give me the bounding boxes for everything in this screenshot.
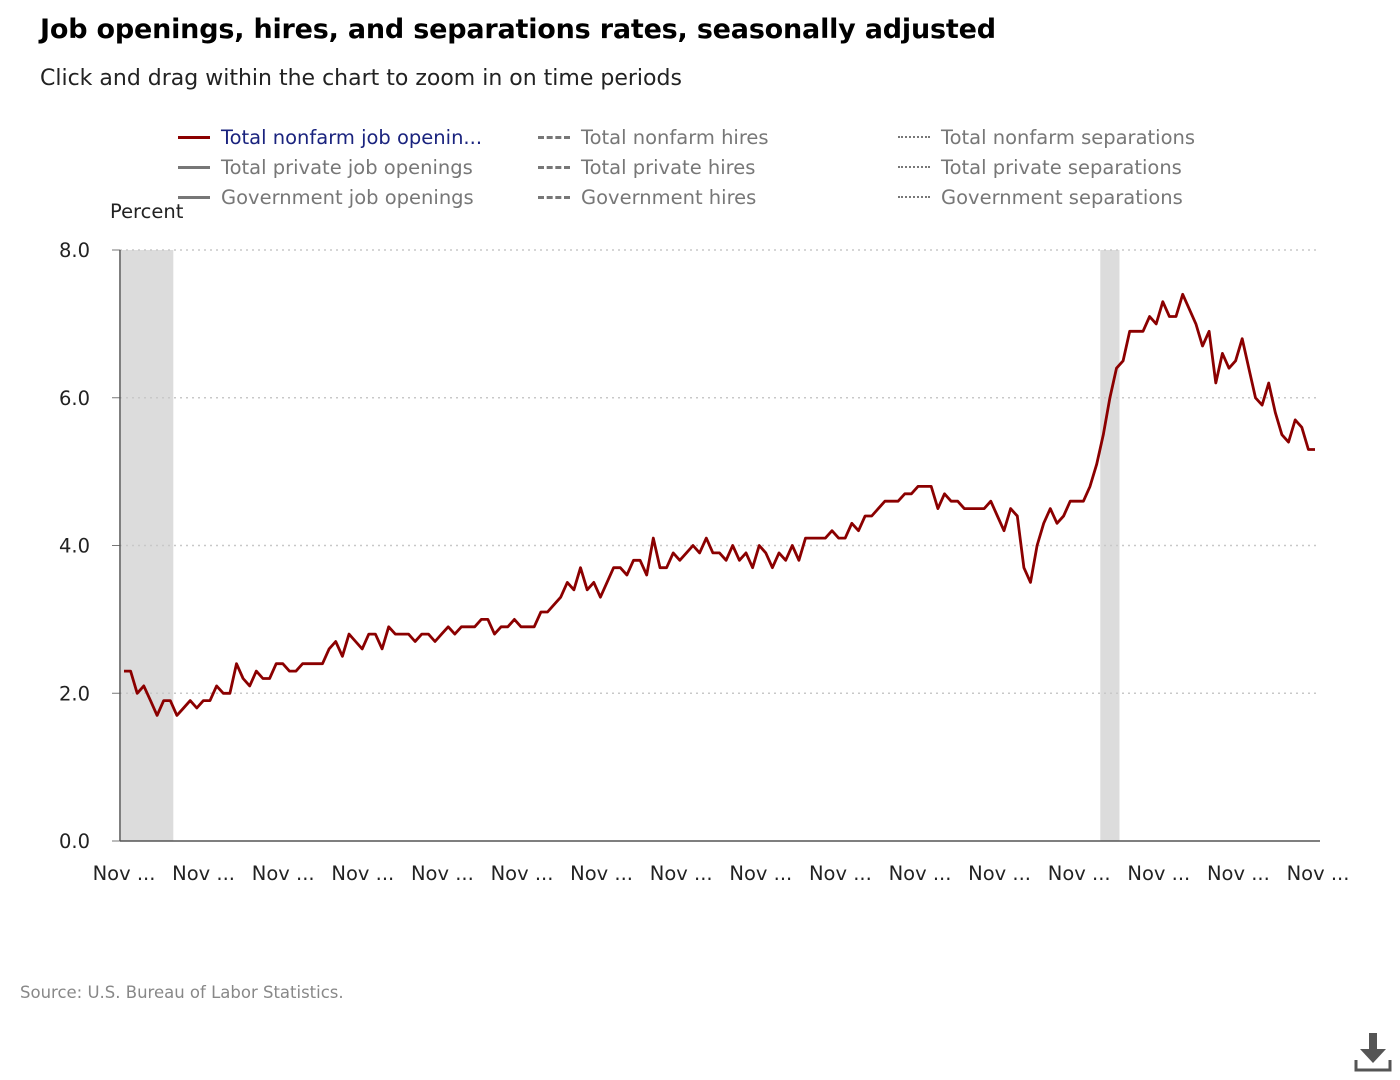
y-tick-label: 0.0: [59, 830, 90, 853]
legend-item[interactable]: Total nonfarm job openin...: [178, 122, 482, 152]
x-tick-label: Nov ...: [650, 862, 713, 885]
y-tick-label: 8.0: [59, 239, 90, 262]
x-tick-label: Nov ...: [729, 862, 792, 885]
x-tick-label: Nov ...: [809, 862, 872, 885]
x-tick-label: Nov ...: [1207, 862, 1270, 885]
legend-swatch: [538, 135, 570, 139]
x-tick-label: Nov ...: [889, 862, 952, 885]
source-note: Source: U.S. Bureau of Labor Statistics.: [20, 983, 344, 1002]
x-tick-label: Nov ...: [331, 862, 394, 885]
legend-item[interactable]: Total nonfarm separations: [898, 122, 1195, 152]
legend-label: Government hires: [581, 185, 757, 209]
legend-label: Government separations: [941, 185, 1183, 209]
legend-label: Total nonfarm separations: [941, 125, 1196, 149]
legend-label: Government job openings: [221, 185, 474, 209]
x-tick-label: Nov ...: [93, 862, 156, 885]
x-tick-label: Nov ...: [411, 862, 474, 885]
chart-title: Job openings, hires, and separations rat…: [40, 14, 996, 45]
legend-item[interactable]: Government hires: [538, 182, 756, 212]
legend-swatch: [898, 196, 930, 198]
legend-item[interactable]: Total private job openings: [178, 152, 473, 182]
series-line-total-nonfarm-job-openings: [124, 292, 1315, 717]
legend-swatch: [178, 195, 210, 199]
legend-label: Total private separations: [941, 155, 1182, 179]
legend-item[interactable]: Total nonfarm hires: [538, 122, 769, 152]
line-chart[interactable]: 0.0 2.0 4.0 6.0 8.0 Nov ... Nov ... Nov ... Nov …: [0, 0, 1400, 960]
legend-item[interactable]: Government job openings: [178, 182, 474, 212]
y-tick-label: 4.0: [59, 535, 90, 558]
x-tick-label: Nov ...: [172, 862, 235, 885]
legend-label: Total nonfarm job openin...: [221, 125, 483, 149]
x-tick-label: Nov ...: [1287, 862, 1350, 885]
download-icon[interactable]: [1352, 1030, 1394, 1074]
legend-swatch: [538, 165, 570, 169]
legend-swatch: [898, 166, 930, 168]
legend-label: Total nonfarm hires: [581, 125, 769, 149]
legend-swatch: [898, 136, 930, 138]
y-tick-label: 6.0: [59, 387, 90, 410]
x-tick-label: Nov ...: [252, 862, 315, 885]
legend-swatch: [538, 195, 570, 199]
y-axis-label: Percent: [110, 200, 184, 223]
x-tick-label: Nov ...: [491, 862, 554, 885]
x-tick-label: Nov ...: [1048, 862, 1111, 885]
legend-label: Total private job openings: [221, 155, 473, 179]
legend-label: Total private hires: [581, 155, 756, 179]
x-tick-label: Nov ...: [1127, 862, 1190, 885]
x-tick-label: Nov ...: [570, 862, 633, 885]
legend-swatch: [178, 165, 210, 169]
x-tick-label: Nov ...: [968, 862, 1031, 885]
legend-item[interactable]: Total private separations: [898, 152, 1182, 182]
chart-subtitle: Click and drag within the chart to zoom …: [40, 66, 682, 91]
legend-item[interactable]: Total private hires: [538, 152, 755, 182]
legend-item[interactable]: Government separations: [898, 182, 1183, 212]
recession-band: [121, 250, 174, 841]
y-tick-label: 2.0: [59, 682, 90, 705]
legend-swatch: [178, 135, 210, 139]
